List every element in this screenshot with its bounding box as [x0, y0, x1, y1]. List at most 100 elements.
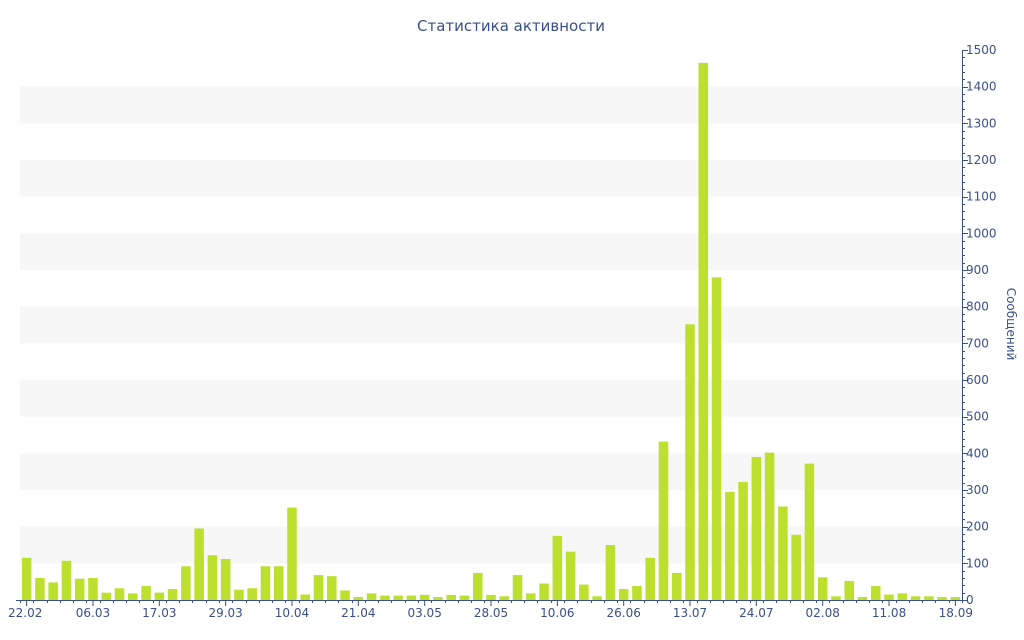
bar: [711, 277, 722, 600]
y-tick-label: 600: [966, 373, 989, 387]
y-axis-label: Сообщений: [1004, 288, 1018, 361]
bar: [419, 594, 430, 600]
y-tick-label: 300: [966, 483, 989, 497]
bar: [778, 506, 788, 600]
grid-band: [20, 380, 962, 417]
bar: [565, 551, 576, 600]
bar: [327, 576, 337, 600]
y-tick-label: 900: [966, 263, 989, 277]
y-tick-label: 800: [966, 300, 989, 314]
bar: [844, 580, 855, 600]
bar: [48, 582, 58, 600]
bar: [260, 566, 271, 600]
grid-band: [20, 306, 962, 344]
bar: [884, 594, 894, 600]
bar: [21, 557, 32, 600]
x-tick-label: 10.06: [540, 606, 574, 620]
bar: [340, 590, 350, 600]
bar: [486, 594, 496, 600]
x-tick-label: 26.06: [606, 606, 640, 620]
x-tick-label: 02.08: [806, 606, 840, 620]
y-tick-label: 1100: [966, 190, 997, 204]
bar: [725, 491, 735, 600]
y-axis-ticks: 0 100 200 300 400 500 600 700 800 900 1000 1100 1200…: [962, 43, 997, 607]
bar: [817, 577, 828, 600]
bar: [313, 575, 324, 600]
x-tick-label: 17.03: [142, 606, 176, 620]
x-tick-label: 22.02: [8, 606, 42, 620]
bar: [88, 578, 98, 600]
bar: [924, 596, 934, 600]
bar: [154, 592, 165, 600]
bar: [406, 595, 417, 600]
bar: [433, 597, 443, 600]
bar: [366, 593, 377, 600]
bar: [605, 545, 616, 600]
bar: [273, 566, 284, 600]
bar: [950, 597, 961, 600]
bar: [101, 592, 112, 600]
bar: [552, 535, 563, 600]
bar: [141, 586, 151, 600]
x-tick-label: 06.03: [76, 606, 110, 620]
bar: [671, 572, 682, 600]
y-tick-label: 700: [966, 336, 989, 350]
x-tick-label: 10.04: [275, 606, 309, 620]
bar: [738, 481, 748, 600]
chart-title: Статистика активности: [417, 17, 605, 35]
bar: [512, 575, 523, 600]
x-tick-label: 13.07: [673, 606, 707, 620]
x-tick-label: 18.09: [939, 606, 973, 620]
x-tick-label: 28.05: [474, 606, 508, 620]
bar: [804, 463, 815, 600]
x-tick-label: 11.08: [872, 606, 906, 620]
y-tick-label: 1500: [966, 43, 997, 57]
y-tick-label: 1300: [966, 116, 997, 130]
bar: [526, 593, 536, 600]
grid-band: [20, 160, 962, 197]
bar: [74, 578, 85, 600]
bar: [167, 589, 178, 600]
bar: [937, 597, 947, 600]
y-tick-label: 1400: [966, 80, 997, 94]
bar: [472, 572, 483, 600]
bar: [220, 558, 231, 600]
bar: [393, 595, 403, 600]
bar: [618, 589, 629, 600]
bar: [791, 534, 801, 600]
y-tick-label: 400: [966, 446, 989, 460]
y-tick-label: 200: [966, 520, 989, 534]
bar: [300, 594, 311, 600]
grid-bands: [20, 86, 962, 564]
grid-band: [20, 86, 962, 124]
bar: [247, 588, 257, 600]
bar: [234, 589, 244, 600]
bar: [592, 596, 602, 600]
bars-group: [21, 62, 961, 601]
bar: [446, 594, 456, 600]
y-tick-label: 1200: [966, 153, 997, 167]
bar: [459, 595, 470, 600]
bar: [831, 596, 841, 600]
bar: [181, 566, 191, 600]
bar: [579, 584, 589, 600]
x-tick-label: 21.04: [341, 606, 375, 620]
grid-band: [20, 233, 962, 270]
y-tick-label: 500: [966, 410, 989, 424]
bar: [207, 555, 218, 600]
y-tick-label: 100: [966, 556, 989, 570]
bar: [698, 62, 709, 601]
bar: [685, 324, 695, 600]
x-axis-ticks: 22.02 06.03 17.03 29.03 10.04 21.04 03.05 28.05…: [8, 600, 973, 620]
bar: [287, 507, 297, 600]
x-tick-label: 03.05: [407, 606, 441, 620]
bar: [380, 595, 390, 600]
y-tick-label: 0: [966, 593, 974, 607]
bar: [632, 586, 642, 600]
bar: [751, 457, 762, 600]
grid-band: [20, 453, 962, 490]
grid-band: [20, 526, 962, 564]
bar: [870, 586, 881, 600]
bar: [910, 596, 921, 600]
bar: [127, 593, 138, 600]
